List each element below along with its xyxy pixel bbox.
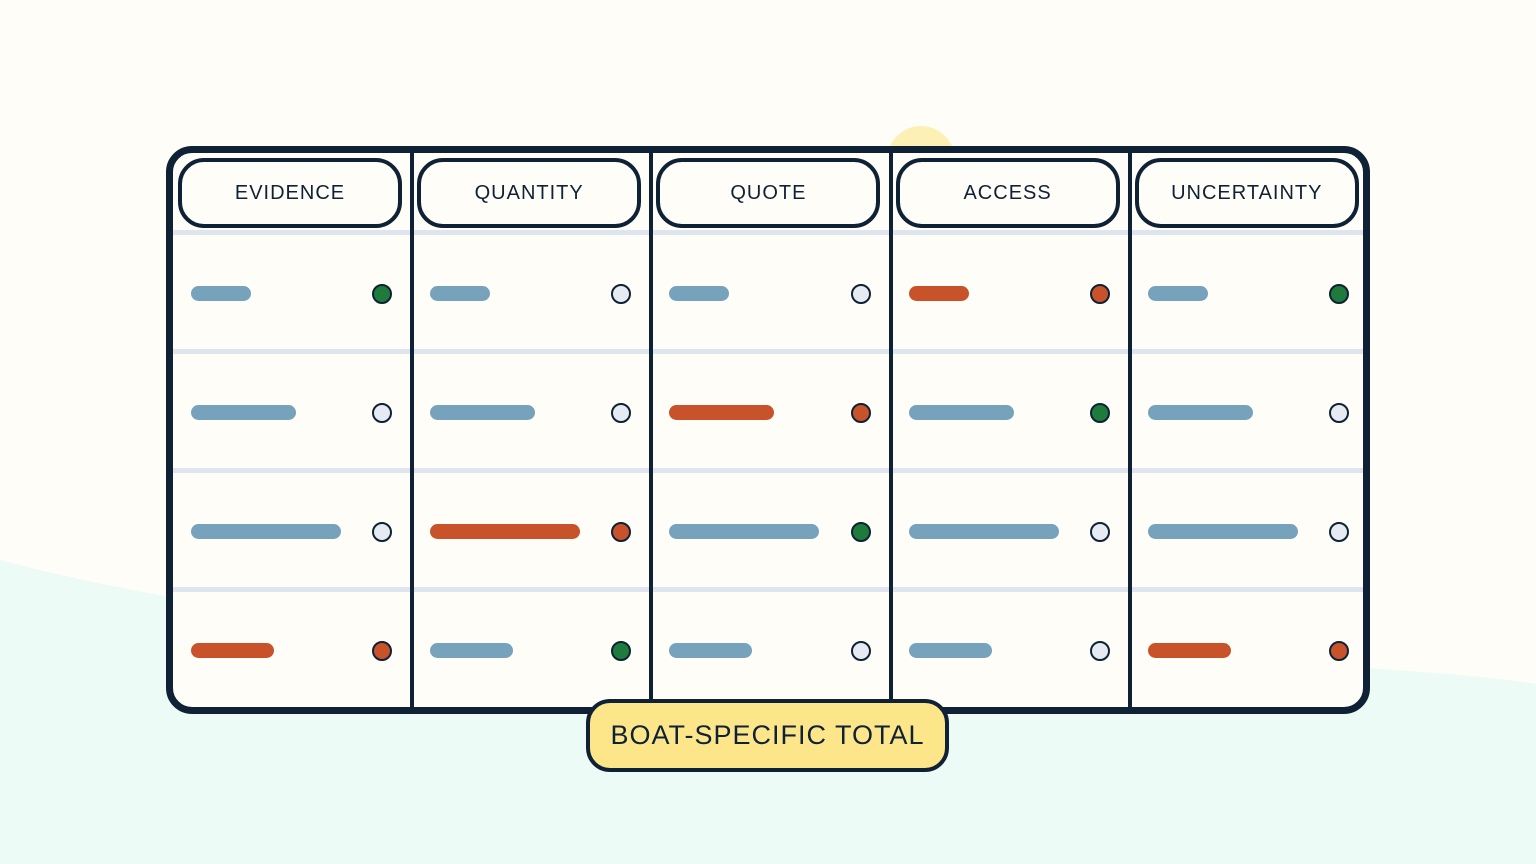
row-divider bbox=[173, 349, 1363, 354]
column-header-evidence: EVIDENCE bbox=[178, 158, 402, 228]
score-bar bbox=[430, 286, 491, 301]
score-bar bbox=[1147, 643, 1231, 658]
column-header-quantity: QUANTITY bbox=[417, 158, 642, 228]
score-bar bbox=[191, 643, 274, 658]
status-dot-empty bbox=[850, 283, 871, 304]
score-bar bbox=[430, 524, 581, 539]
column-header-uncertainty: UNCERTAINTY bbox=[1134, 158, 1359, 228]
status-dot-orange bbox=[372, 640, 393, 661]
score-bar bbox=[430, 405, 536, 420]
status-dot-empty bbox=[1329, 521, 1349, 542]
score-bar bbox=[1147, 405, 1253, 420]
status-dot-empty bbox=[850, 640, 871, 661]
status-dot-green bbox=[611, 640, 632, 661]
score-bar bbox=[1147, 286, 1208, 301]
status-dot-empty bbox=[372, 521, 393, 542]
score-bar bbox=[908, 286, 969, 301]
score-bar bbox=[669, 405, 775, 420]
score-bar bbox=[669, 524, 820, 539]
status-dot-orange bbox=[850, 402, 871, 423]
column-divider bbox=[649, 153, 654, 707]
row-divider bbox=[173, 468, 1363, 473]
status-dot-orange bbox=[1089, 283, 1110, 304]
status-dot-empty bbox=[611, 402, 632, 423]
score-bar bbox=[191, 405, 296, 420]
column-header-quote: QUOTE bbox=[656, 158, 881, 228]
scoring-board: EVIDENCE QUANTITY QUOTE ACCESS UNCERTAINTY bbox=[166, 146, 1370, 714]
status-dot-green bbox=[1089, 402, 1110, 423]
row-divider bbox=[173, 587, 1363, 592]
column-divider bbox=[1127, 153, 1132, 707]
column-divider bbox=[410, 153, 415, 707]
score-bar bbox=[191, 524, 341, 539]
score-bar bbox=[669, 286, 730, 301]
score-bar bbox=[908, 643, 992, 658]
score-bar bbox=[908, 524, 1059, 539]
score-bar bbox=[430, 643, 514, 658]
score-bar bbox=[669, 643, 753, 658]
column-divider bbox=[888, 153, 893, 707]
column-header-access: ACCESS bbox=[895, 158, 1120, 228]
status-dot-green bbox=[1329, 283, 1349, 304]
row-divider bbox=[173, 230, 1363, 235]
status-dot-orange bbox=[611, 521, 632, 542]
status-dot-empty bbox=[1329, 402, 1349, 423]
score-bar bbox=[191, 286, 251, 301]
score-bar bbox=[1147, 524, 1298, 539]
status-dot-empty bbox=[1089, 640, 1110, 661]
status-dot-orange bbox=[1329, 640, 1349, 661]
status-dot-green bbox=[372, 283, 393, 304]
boat-specific-total-badge: BOAT-SPECIFIC TOTAL bbox=[586, 699, 949, 772]
score-bar bbox=[908, 405, 1014, 420]
status-dot-empty bbox=[611, 283, 632, 304]
status-dot-green bbox=[850, 521, 871, 542]
status-dot-empty bbox=[372, 402, 393, 423]
status-dot-empty bbox=[1089, 521, 1110, 542]
